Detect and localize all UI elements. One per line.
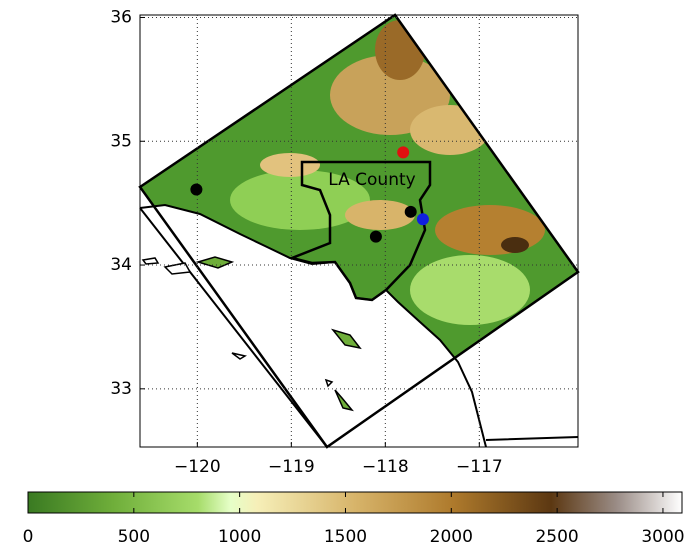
x-tick-label: −119 [268, 457, 315, 477]
map-figure: LA County −120 −119 −118 −117 33 34 35 36 0 500 10… [0, 0, 693, 552]
colorbar-tick-label: 1500 [324, 527, 367, 547]
colorbar-tick-label: 1000 [218, 527, 261, 547]
x-tick-label: −117 [456, 457, 503, 477]
site-marker [370, 231, 382, 243]
colorbar-tick-label: 0 [23, 527, 34, 547]
colorbar [28, 492, 682, 513]
annotation: LA County [328, 170, 415, 190]
site-marker [417, 213, 429, 225]
y-tick-label: 36 [110, 7, 132, 27]
site-marker [405, 206, 417, 218]
x-tick-label: −118 [362, 457, 409, 477]
colorbar-tick-label: 2000 [430, 527, 473, 547]
y-tick-label: 34 [110, 255, 132, 275]
islands [143, 257, 360, 410]
terrain [140, 15, 578, 447]
y-tick-label: 33 [110, 379, 132, 399]
x-tick-label: −120 [174, 457, 221, 477]
colorbar-tick-label: 500 [118, 527, 150, 547]
site-marker [397, 146, 409, 158]
colorbar-tick-label: 3000 [641, 527, 684, 547]
colorbar-tick-label: 2500 [535, 527, 578, 547]
y-tick-label: 35 [110, 131, 132, 151]
site-marker [190, 184, 202, 196]
